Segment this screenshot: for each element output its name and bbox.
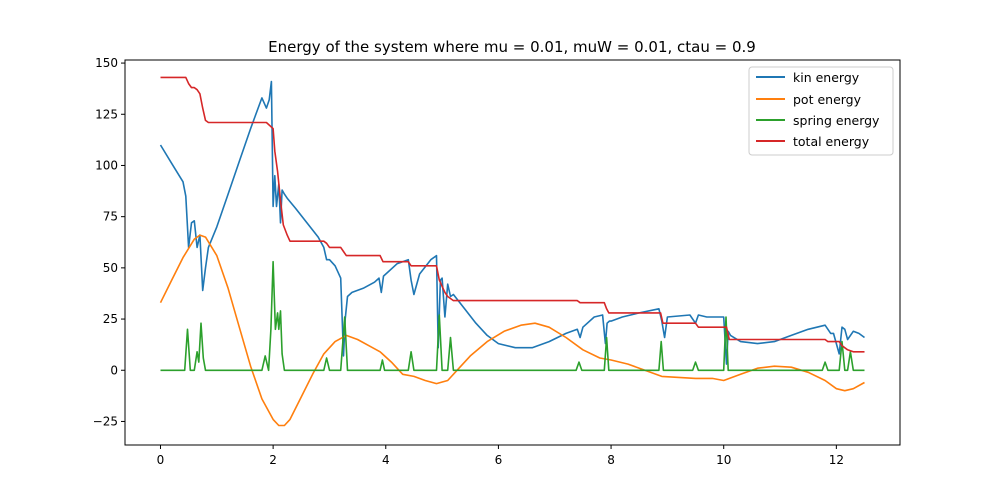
legend-box xyxy=(748,66,894,156)
legend-item-pot: pot energy xyxy=(756,92,862,107)
legend-item-kin: kin energy xyxy=(756,70,860,85)
x-tick-label: 8 xyxy=(607,453,615,467)
legend-label: total energy xyxy=(793,134,870,149)
legend-label: spring energy xyxy=(793,113,880,128)
y-tick-label: 75 xyxy=(103,210,118,224)
series-spring-energy xyxy=(160,260,865,372)
series-total-energy xyxy=(160,76,865,353)
axes-frame xyxy=(124,59,901,446)
chart-title: Energy of the system where mu = 0.01, mu… xyxy=(268,38,756,56)
x-tick-label: 4 xyxy=(382,453,390,467)
y-axis: −25 0 25 50 75 100 125 150 xyxy=(93,56,125,428)
x-tick-label: 2 xyxy=(269,453,277,467)
y-tick-label: 100 xyxy=(95,158,118,172)
legend-label: kin energy xyxy=(793,70,860,85)
x-tick-label: 10 xyxy=(716,453,731,467)
legend-label: pot energy xyxy=(793,92,862,107)
y-tick-label: −25 xyxy=(93,414,118,428)
series-layer xyxy=(159,76,865,427)
y-tick-label: 150 xyxy=(95,56,118,70)
x-tick-label: 6 xyxy=(495,453,503,467)
legend: kin energy pot energy spring energy tota… xyxy=(748,66,894,156)
series-pot-energy xyxy=(159,234,865,427)
y-tick-label: 50 xyxy=(103,261,118,275)
y-tick-label: 25 xyxy=(103,312,118,326)
legend-item-spring: spring energy xyxy=(756,113,880,128)
y-tick-label: 0 xyxy=(110,363,118,377)
x-tick-label: 12 xyxy=(829,453,844,467)
y-tick-label: 125 xyxy=(95,107,118,121)
x-tick-label: 0 xyxy=(157,453,165,467)
legend-item-total: total energy xyxy=(756,134,870,149)
x-axis: 0 2 4 6 8 10 12 xyxy=(157,445,844,467)
